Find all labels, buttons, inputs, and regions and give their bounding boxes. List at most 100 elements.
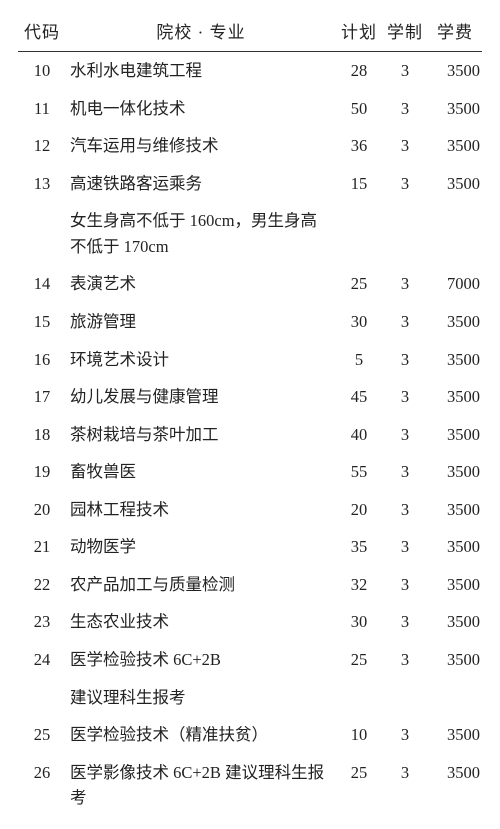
cell-major: 高速铁路客运乘务	[66, 165, 336, 203]
cell-fee: 3500	[428, 303, 482, 341]
table-row: 23生态农业技术3033500	[18, 603, 482, 641]
cell-major: 医学影像技术 6C+2B 建议理科生报考	[66, 754, 336, 817]
cell-code: 23	[18, 603, 66, 641]
cell-years: 3	[382, 52, 428, 90]
cell-major: 生态农业技术	[66, 603, 336, 641]
cell-code: 19	[18, 453, 66, 491]
cell-plan: 28	[336, 52, 382, 90]
cell-years: 3	[382, 603, 428, 641]
program-table: 代码 院校 · 专业 计划 学制 学费 10水利水电建筑工程283350011机…	[18, 12, 482, 817]
cell-code: 12	[18, 127, 66, 165]
table-row: 18茶树栽培与茶叶加工4033500	[18, 416, 482, 454]
table-header-row: 代码 院校 · 专业 计划 学制 学费	[18, 12, 482, 52]
cell-empty	[382, 202, 428, 265]
cell-years: 3	[382, 716, 428, 754]
cell-empty	[18, 679, 66, 717]
table-row-note: 女生身高不低于 160cm，男生身高不低于 170cm	[18, 202, 482, 265]
cell-code: 20	[18, 491, 66, 529]
table-row: 15旅游管理3033500	[18, 303, 482, 341]
cell-fee: 3500	[428, 491, 482, 529]
cell-empty	[336, 679, 382, 717]
cell-code: 16	[18, 341, 66, 379]
cell-major: 医学检验技术（精准扶贫）	[66, 716, 336, 754]
cell-years: 3	[382, 416, 428, 454]
cell-major: 幼儿发展与健康管理	[66, 378, 336, 416]
table-row: 13高速铁路客运乘务1533500	[18, 165, 482, 203]
cell-code: 17	[18, 378, 66, 416]
table-row: 20园林工程技术2033500	[18, 491, 482, 529]
cell-plan: 30	[336, 303, 382, 341]
cell-major: 旅游管理	[66, 303, 336, 341]
cell-plan: 50	[336, 90, 382, 128]
cell-years: 3	[382, 90, 428, 128]
cell-fee: 7000	[428, 265, 482, 303]
cell-major: 医学检验技术 6C+2B	[66, 641, 336, 679]
cell-fee: 3500	[428, 165, 482, 203]
cell-fee: 3500	[428, 341, 482, 379]
cell-years: 3	[382, 566, 428, 604]
cell-major: 机电一体化技术	[66, 90, 336, 128]
cell-years: 3	[382, 378, 428, 416]
cell-empty	[382, 679, 428, 717]
cell-fee: 3500	[428, 566, 482, 604]
cell-plan: 36	[336, 127, 382, 165]
cell-empty	[428, 679, 482, 717]
table-row: 19畜牧兽医5533500	[18, 453, 482, 491]
cell-plan: 10	[336, 716, 382, 754]
cell-plan: 45	[336, 378, 382, 416]
cell-fee: 3500	[428, 378, 482, 416]
cell-plan: 40	[336, 416, 382, 454]
cell-years: 3	[382, 453, 428, 491]
cell-major: 汽车运用与维修技术	[66, 127, 336, 165]
cell-major: 水利水电建筑工程	[66, 52, 336, 90]
cell-code: 22	[18, 566, 66, 604]
cell-years: 3	[382, 265, 428, 303]
cell-major: 园林工程技术	[66, 491, 336, 529]
table-row: 17幼儿发展与健康管理4533500	[18, 378, 482, 416]
cell-years: 3	[382, 641, 428, 679]
table-row: 10水利水电建筑工程2833500	[18, 52, 482, 90]
cell-plan: 55	[336, 453, 382, 491]
table-row: 22农产品加工与质量检测3233500	[18, 566, 482, 604]
table-row: 12汽车运用与维修技术3633500	[18, 127, 482, 165]
cell-fee: 3500	[428, 52, 482, 90]
cell-empty	[336, 202, 382, 265]
cell-code: 11	[18, 90, 66, 128]
cell-major: 畜牧兽医	[66, 453, 336, 491]
cell-fee: 3500	[428, 90, 482, 128]
cell-plan: 32	[336, 566, 382, 604]
table-row: 14表演艺术2537000	[18, 265, 482, 303]
cell-empty	[428, 202, 482, 265]
cell-empty	[18, 202, 66, 265]
table-row: 21动物医学3533500	[18, 528, 482, 566]
cell-fee: 3500	[428, 603, 482, 641]
cell-code: 21	[18, 528, 66, 566]
cell-fee: 3500	[428, 127, 482, 165]
cell-years: 3	[382, 127, 428, 165]
cell-code: 25	[18, 716, 66, 754]
table-row: 26医学影像技术 6C+2B 建议理科生报考2533500	[18, 754, 482, 817]
cell-major: 环境艺术设计	[66, 341, 336, 379]
cell-years: 3	[382, 754, 428, 817]
header-code: 代码	[18, 12, 66, 52]
cell-note: 女生身高不低于 160cm，男生身高不低于 170cm	[66, 202, 336, 265]
cell-plan: 15	[336, 165, 382, 203]
header-major: 院校 · 专业	[66, 12, 336, 52]
cell-years: 3	[382, 165, 428, 203]
cell-plan: 5	[336, 341, 382, 379]
cell-major: 农产品加工与质量检测	[66, 566, 336, 604]
cell-fee: 3500	[428, 641, 482, 679]
cell-plan: 25	[336, 754, 382, 817]
table-body: 10水利水电建筑工程283350011机电一体化技术503350012汽车运用与…	[18, 52, 482, 817]
cell-major: 动物医学	[66, 528, 336, 566]
cell-note: 建议理科生报考	[66, 679, 336, 717]
cell-years: 3	[382, 341, 428, 379]
table-row: 16环境艺术设计533500	[18, 341, 482, 379]
cell-plan: 30	[336, 603, 382, 641]
table-row-note: 建议理科生报考	[18, 679, 482, 717]
header-fee: 学费	[428, 12, 482, 52]
cell-plan: 25	[336, 265, 382, 303]
cell-fee: 3500	[428, 416, 482, 454]
cell-code: 14	[18, 265, 66, 303]
cell-code: 26	[18, 754, 66, 817]
